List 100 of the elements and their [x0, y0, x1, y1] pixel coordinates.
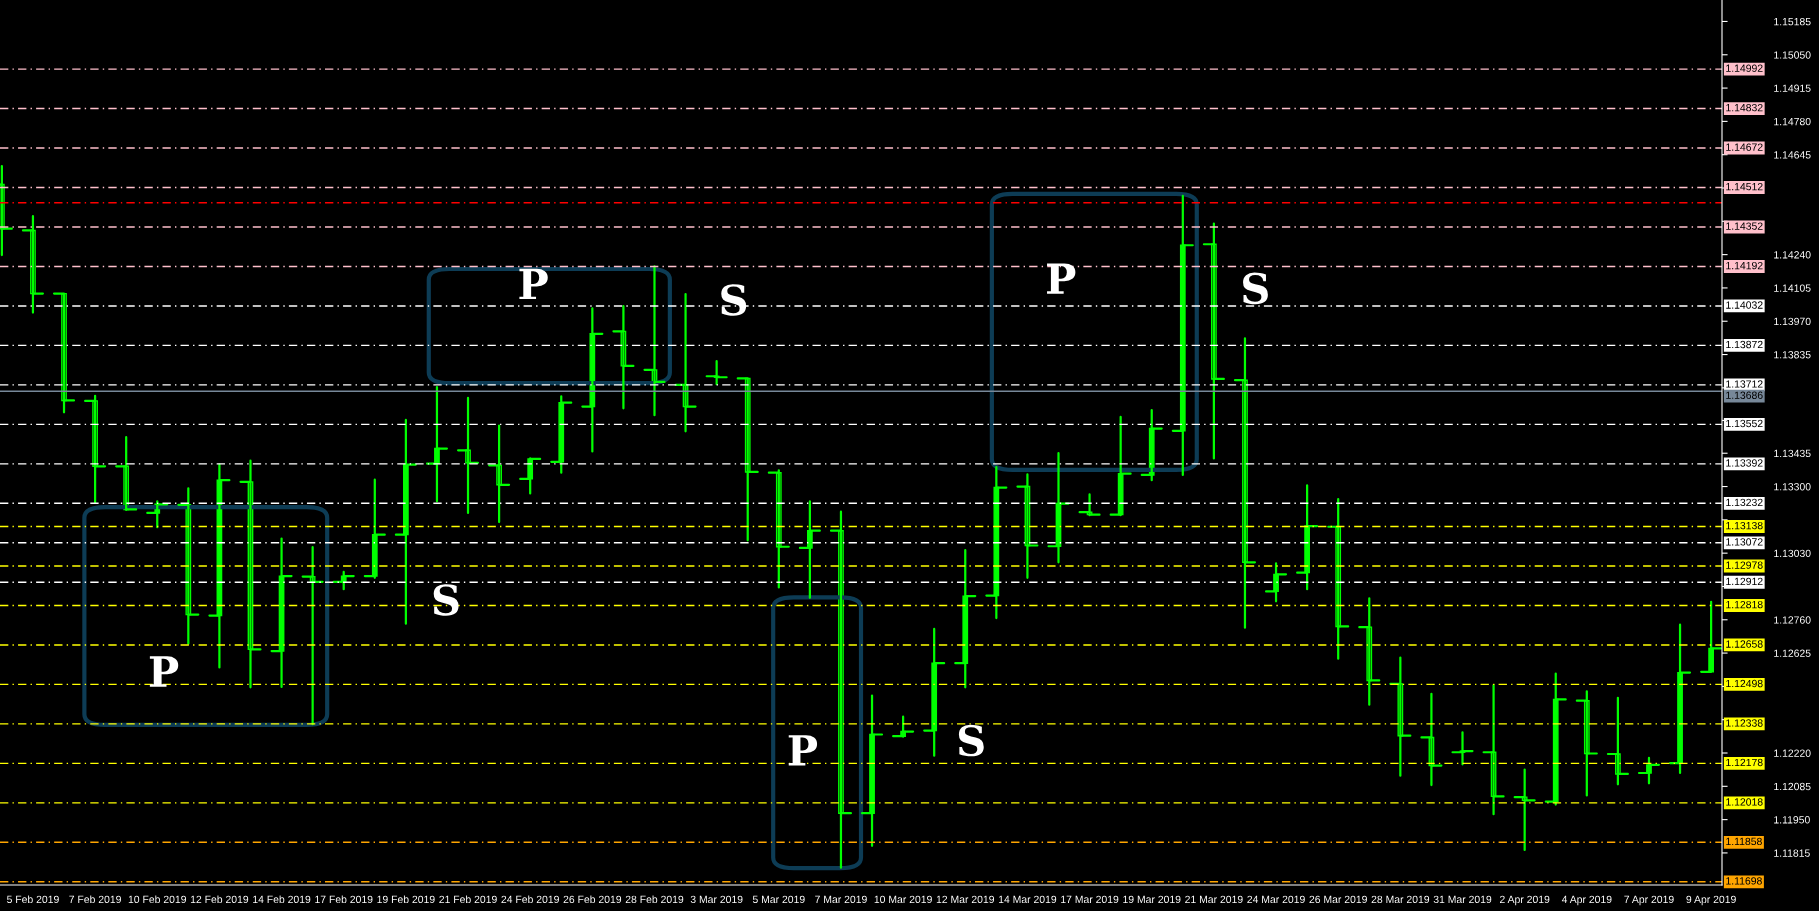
ref-line-label: 1.14832 [1726, 103, 1763, 112]
ref-line-label: 1.12498 [1726, 679, 1763, 688]
annotation: S [1243, 272, 1268, 305]
ref-line-label: 1.14672 [1726, 143, 1763, 151]
ref-line-label: 1.13686 [1726, 391, 1763, 399]
y-tick-label: 1.13970 [1774, 317, 1811, 326]
candlestick [1668, 623, 1692, 775]
candlestick [208, 463, 231, 669]
y-tick-label: 1.15050 [1774, 51, 1811, 59]
x-tick-label: 9 Apr 2019 [1686, 895, 1736, 906]
ref-line-label: 1.12018 [1726, 798, 1763, 806]
candlestick [923, 627, 946, 757]
ref-line-label: 1.14992 [1726, 64, 1763, 72]
ref-line-label: 1.12912 [1726, 577, 1763, 586]
ref-line-label: 1.13138 [1726, 521, 1763, 530]
candlestick [425, 386, 448, 503]
candlestick [1327, 498, 1350, 660]
x-tick-label: 14 Feb 2019 [253, 895, 311, 904]
x-tick-label: 31 Mar 2019 [1433, 895, 1492, 904]
x-tick-label: 17 Mar 2019 [1061, 895, 1119, 904]
candlestick [581, 307, 604, 453]
candlestick [1233, 337, 1257, 629]
x-tick-label: 26 Feb 2019 [563, 895, 622, 904]
y-tick-label: 1.13435 [1774, 449, 1811, 458]
ref-line-label: 1.11858 [1726, 837, 1762, 846]
candlestick [674, 292, 697, 433]
candlestick [1202, 222, 1225, 460]
candlestick [1637, 756, 1661, 785]
candlestick [239, 459, 262, 689]
candlestick [1513, 768, 1536, 852]
candlestick [1171, 194, 1194, 477]
x-tick-label: 7 Apr 2019 [1624, 895, 1674, 906]
y-tick-label: 1.13300 [1774, 483, 1811, 491]
ref-line-label: 1.12338 [1726, 719, 1763, 727]
candlestick [1358, 597, 1381, 706]
candlestick [1389, 656, 1412, 777]
candlestick [394, 418, 417, 625]
ref-line-label: 1.13232 [1726, 498, 1763, 507]
x-tick-label: 17 Feb 2019 [315, 895, 373, 904]
ref-line-label: 1.14352 [1726, 222, 1763, 230]
x-tick-label: 26 Mar 2019 [1309, 895, 1367, 904]
y-tick-label: 1.12625 [1774, 649, 1811, 657]
candlestick [21, 215, 44, 314]
y-tick-label: 1.12085 [1774, 782, 1811, 791]
ref-line-label: 1.11698 [1726, 877, 1762, 885]
candlestick [829, 510, 853, 869]
candlestick [1047, 452, 1070, 564]
annotation: S [721, 284, 747, 316]
x-tick-label: 14 Mar 2019 [998, 895, 1057, 904]
ref-line-label: 1.12818 [1726, 600, 1763, 609]
ref-line-label: 1.13872 [1726, 340, 1763, 349]
x-tick-label: 19 Feb 2019 [377, 895, 435, 904]
candlestick [1016, 473, 1039, 579]
candlestick [301, 546, 324, 726]
x-tick-label: 4 Apr 2019 [1561, 895, 1612, 906]
candlestick [1451, 731, 1474, 766]
x-tick-label: 24 Mar 2019 [1247, 895, 1305, 904]
ref-line-label: 1.12178 [1726, 758, 1763, 767]
y-tick-label: 1.14645 [1774, 151, 1811, 159]
candlestick [643, 265, 666, 417]
ref-line-label: 1.13392 [1726, 459, 1763, 467]
candlestick [488, 424, 511, 524]
ref-line-label: 1.13552 [1726, 419, 1763, 428]
candlestick [985, 465, 1008, 620]
y-tick-label: 1.14780 [1774, 117, 1811, 126]
candlestick [1420, 692, 1443, 787]
candlestick [1482, 684, 1505, 816]
x-tick-label: 19 Mar 2019 [1123, 895, 1181, 904]
candlestick [1606, 696, 1629, 786]
x-tick-label: 28 Feb 2019 [625, 895, 684, 904]
candlestick [954, 549, 977, 689]
ref-line-label: 1.14032 [1726, 301, 1763, 309]
x-tick-label: 7 Feb 2019 [69, 895, 121, 904]
x-tick-label: 3 Mar 2019 [690, 895, 743, 904]
x-tick-label: 21 Feb 2019 [439, 895, 497, 904]
x-tick-label: 5 Feb 2019 [7, 895, 59, 904]
y-tick-label: 1.14915 [1774, 84, 1811, 92]
candlestick [1140, 408, 1163, 482]
candlestick [1296, 484, 1319, 591]
candlestick [860, 694, 884, 847]
x-tick-label: 21 Mar 2019 [1185, 895, 1243, 904]
candlestick [270, 537, 293, 688]
ref-line-label: 1.13072 [1726, 538, 1763, 546]
x-tick-label: 7 Mar 2019 [815, 895, 867, 904]
candlestick [456, 396, 480, 515]
y-tick-label: 1.13835 [1774, 351, 1811, 359]
x-tick-label: 5 Mar 2019 [752, 895, 805, 904]
ref-line-label: 1.14512 [1726, 182, 1763, 191]
x-tick-label: 12 Feb 2019 [190, 895, 249, 904]
annotation: P [149, 656, 179, 687]
ref-line-label: 1.13712 [1726, 380, 1763, 388]
x-tick-label: 28 Mar 2019 [1371, 895, 1430, 904]
y-tick-label: 1.13030 [1774, 549, 1811, 558]
y-tick-label: 1.11815 [1774, 849, 1810, 857]
y-tick-label: 1.12220 [1774, 749, 1811, 757]
candlestick [612, 305, 635, 410]
y-tick-label: 1.14105 [1774, 284, 1811, 292]
candlestick [177, 487, 200, 645]
y-tick-label: 1.12760 [1774, 616, 1811, 624]
ref-line-label: 1.12978 [1726, 561, 1763, 569]
